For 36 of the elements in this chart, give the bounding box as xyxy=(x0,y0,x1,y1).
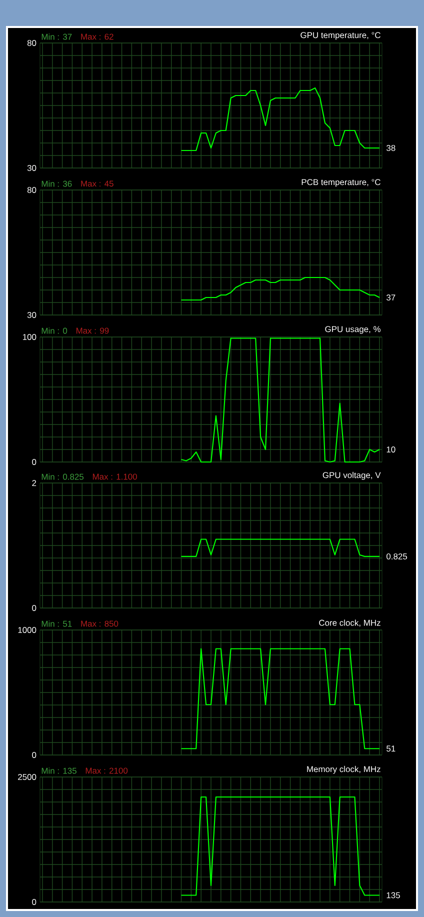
chart-title: GPU usage, % xyxy=(325,326,380,334)
text: Max : 45 xyxy=(81,180,114,187)
text: 10 xyxy=(386,446,396,452)
y-tick-label: 0 xyxy=(32,752,36,758)
text: Max : 62 xyxy=(81,34,114,40)
text: 37 xyxy=(386,294,396,300)
chart-title: Memory clock, MHz xyxy=(307,766,380,774)
chart-title: GPU voltage, V xyxy=(322,472,381,480)
text: Max : 1.100 xyxy=(92,474,137,480)
y-tick-label: 0 xyxy=(32,459,36,465)
y-tick-label: 1000 xyxy=(18,627,36,633)
text: Min : 135 xyxy=(42,768,76,774)
y-tick-label: 0 xyxy=(32,899,36,905)
text: 0.825 xyxy=(386,553,408,560)
text: Max : 850 xyxy=(81,620,118,627)
text: Max : 2100 xyxy=(86,768,128,774)
y-tick-label: 30 xyxy=(27,165,36,171)
chart-title: Core clock, MHz xyxy=(319,620,380,627)
y-tick-label: 80 xyxy=(27,40,36,46)
text: 51 xyxy=(386,746,396,752)
text: Max : 99 xyxy=(76,328,109,334)
text: Min : 36 xyxy=(42,180,72,187)
y-tick-label: 30 xyxy=(27,312,36,318)
text: Min : 51 xyxy=(42,620,72,627)
text: Min : 0.825 xyxy=(42,474,84,480)
y-tick-label: 100 xyxy=(22,334,36,340)
y-tick-label: 0 xyxy=(32,605,36,611)
y-tick-label: 80 xyxy=(27,187,36,193)
chart-title: GPU temperature, °C xyxy=(300,32,380,40)
y-tick-label: 2 xyxy=(32,480,36,486)
chart-title: PCB temperature, °C xyxy=(302,179,380,187)
text: Min : 37 xyxy=(42,34,72,40)
y-tick-label: 2500 xyxy=(18,774,36,780)
text: Min : 0 xyxy=(42,328,68,334)
text: 38 xyxy=(386,145,396,151)
text: 135 xyxy=(386,892,400,898)
